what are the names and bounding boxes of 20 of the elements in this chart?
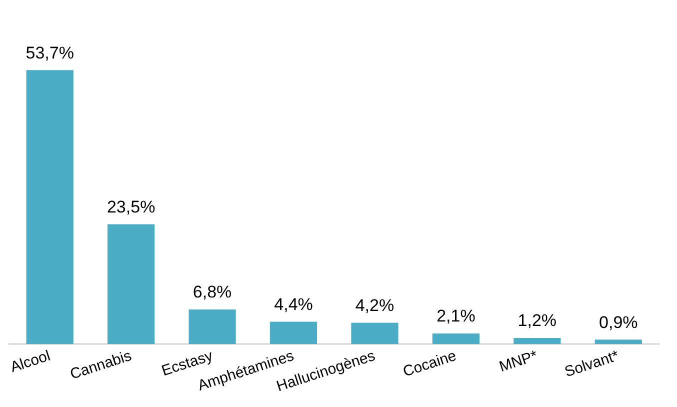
data-label: 53,7% — [26, 43, 74, 62]
x-tick-label: Cocaine — [400, 347, 458, 380]
bar — [270, 322, 318, 344]
x-tick-label: Solvant* — [562, 347, 622, 381]
data-label: 4,4% — [274, 294, 313, 314]
data-label: 6,8% — [192, 282, 232, 302]
bar — [108, 224, 155, 344]
data-label: 4,2% — [355, 296, 394, 315]
x-tick-label: MNP* — [497, 347, 540, 376]
data-label: 2,1% — [436, 306, 476, 326]
data-label: 1,2% — [518, 311, 557, 330]
bar — [351, 322, 398, 344]
data-label: 0,9% — [599, 312, 638, 332]
bar — [188, 309, 236, 344]
bar — [514, 338, 561, 344]
bar — [432, 333, 480, 344]
data-label: 23,5% — [106, 197, 156, 216]
x-tick-label: Alcool — [8, 347, 52, 376]
bar — [594, 340, 642, 344]
bar — [26, 70, 74, 344]
